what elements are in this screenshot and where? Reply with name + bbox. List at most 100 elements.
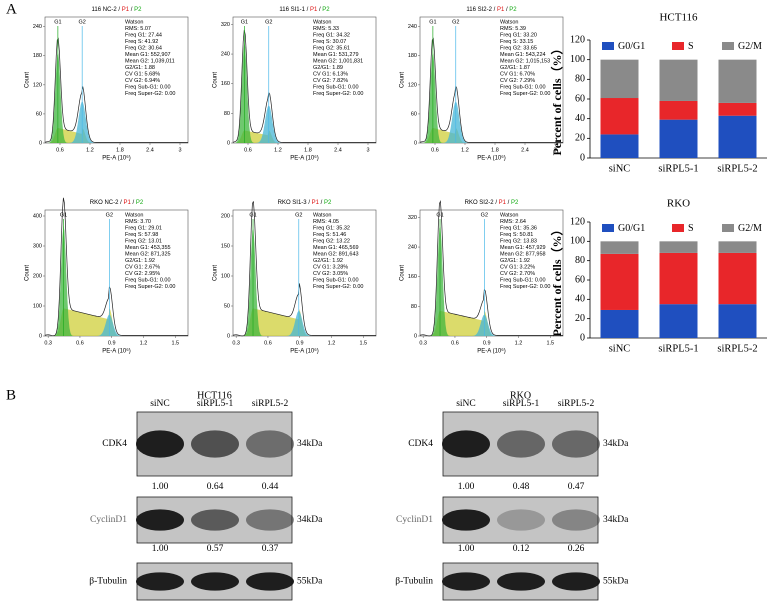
histogram-area xyxy=(420,310,563,336)
y-tick-label: 80 xyxy=(224,111,230,117)
separator: / xyxy=(131,7,133,13)
x-tick-label: 1.2 xyxy=(274,147,282,153)
x-tick-label: siNC xyxy=(609,343,631,354)
stat-line: Watson xyxy=(500,19,518,25)
x-tick-label: 0.6 xyxy=(76,340,84,346)
bar-segment xyxy=(659,59,698,101)
band-ratio: 0.26 xyxy=(568,544,585,554)
histogram-outline xyxy=(44,197,188,337)
protein-label: CyclinD1 xyxy=(90,515,127,525)
protein-band xyxy=(136,430,184,458)
x-tick-label: 1.2 xyxy=(515,340,523,346)
peak-label: G1 xyxy=(54,19,61,25)
histogram-area xyxy=(233,310,376,336)
x-tick-label: 1.5 xyxy=(171,340,179,346)
sample-name: RKO NC-2 xyxy=(90,200,119,206)
legend-swatch xyxy=(602,42,614,50)
x-tick-label: 0.6 xyxy=(56,147,64,153)
x-axis-label: PE-A (10⁶) xyxy=(290,348,318,355)
stat-line: CV G2: 7.82% xyxy=(313,78,348,84)
band-ratio: 1.00 xyxy=(458,482,475,492)
band-ratio: 0.44 xyxy=(262,482,279,492)
stat-line: CV G2: 6.94% xyxy=(125,78,160,84)
blot-title: HCT116 xyxy=(197,390,232,401)
blot-title: RKO xyxy=(510,390,531,401)
bar-segment xyxy=(659,241,698,253)
x-tick-label: 1.2 xyxy=(461,147,469,153)
separator: / xyxy=(321,200,323,206)
band-ratio: 0.48 xyxy=(513,482,530,492)
sample-name: 116 NC-2 xyxy=(92,7,118,13)
protein-band xyxy=(552,572,600,591)
stat-line: RMS: 5.07 xyxy=(125,26,151,32)
flow-title: RKO NC-2 / P1 / P2 xyxy=(90,200,144,206)
protein-band xyxy=(246,509,294,531)
y-tick-label: 0 xyxy=(39,333,42,339)
x-axis-label: PE-A (10⁶) xyxy=(477,155,505,162)
x-tick-label: 1.5 xyxy=(546,340,554,346)
sample-name: RKO SI1-3 xyxy=(278,200,308,206)
peak-label: G2 xyxy=(106,212,113,218)
size-label: 55kDa xyxy=(297,577,323,587)
peak-label: G2 xyxy=(265,19,272,25)
y-tick-label: 160 xyxy=(221,81,230,87)
histogram-outline xyxy=(419,37,563,143)
x-tick-label: 0.6 xyxy=(264,340,272,346)
lane-label: siNC xyxy=(456,399,476,409)
protein-label: β-Tubulin xyxy=(89,577,127,587)
peak-label: G1 xyxy=(436,212,443,218)
sample-name: RKO SI2-2 xyxy=(465,200,495,206)
protein-band xyxy=(497,572,545,591)
stat-line: CV G1: 6.13% xyxy=(313,71,348,77)
x-axis-label: PE-A (10⁶) xyxy=(102,155,130,162)
peak-label: G1 xyxy=(241,19,248,25)
histogram-outline xyxy=(232,199,376,337)
bar-segment xyxy=(718,59,757,103)
gate-label: P2 xyxy=(509,7,517,13)
gate-label: P1 xyxy=(499,200,507,206)
stat-line: Freq Sub-G1: 0.00 xyxy=(500,84,546,90)
band-ratio: 0.64 xyxy=(207,482,224,492)
x-axis-label: PE-A (10⁶) xyxy=(290,155,318,162)
size-label: 34kDa xyxy=(603,515,629,525)
bar-segment xyxy=(659,119,698,158)
protein-band xyxy=(246,430,294,458)
stat-line: Freq Super-G2: 0.00 xyxy=(500,284,550,290)
y-tick-label: 60 xyxy=(411,111,417,117)
sample-name: 116 SI2-2 xyxy=(466,7,492,13)
separator: / xyxy=(508,200,510,206)
stat-line: Watson xyxy=(313,19,331,25)
separator: / xyxy=(120,200,122,206)
stat-line: CV G1: 3.28% xyxy=(313,264,348,270)
panel-label: A xyxy=(6,1,17,17)
band-ratio: 0.12 xyxy=(513,544,530,554)
x-tick-label: 1.2 xyxy=(140,340,148,346)
stat-line: CV G2: 2.95% xyxy=(125,271,160,277)
stat-line: Freq G1: 34.32 xyxy=(313,32,350,38)
band-ratio: 0.57 xyxy=(207,544,224,554)
lane-label: siRPL5-2 xyxy=(252,399,289,409)
stat-line: RMS: 2.64 xyxy=(500,219,526,225)
y-tick-label: 50 xyxy=(224,303,230,309)
x-tick-label: 2.4 xyxy=(146,147,154,153)
stat-line: CV G1: 6.70% xyxy=(500,71,535,77)
histogram-area xyxy=(45,225,188,336)
stat-line: Mean G2: 871,325 xyxy=(125,251,171,257)
legend-swatch xyxy=(672,224,684,232)
protein-label: CDK4 xyxy=(408,439,433,449)
protein-band xyxy=(136,572,184,591)
peak-label: G2 xyxy=(295,212,302,218)
y-tick-label: 0 xyxy=(580,332,585,343)
y-tick-label: 400 xyxy=(33,213,42,219)
protein-band xyxy=(442,572,490,591)
stat-line: Freq G2: 35.61 xyxy=(313,45,350,51)
protein-band xyxy=(552,509,600,531)
lane-label: siRPL5-2 xyxy=(558,399,595,409)
stat-line: Freq S: 33.15 xyxy=(500,39,533,45)
histogram-outline xyxy=(44,37,188,143)
x-axis-label: PE-A (10⁶) xyxy=(477,348,505,355)
y-tick-label: 80 xyxy=(411,304,417,310)
x-tick-label: 0.3 xyxy=(419,340,427,346)
legend-swatch xyxy=(722,224,734,232)
